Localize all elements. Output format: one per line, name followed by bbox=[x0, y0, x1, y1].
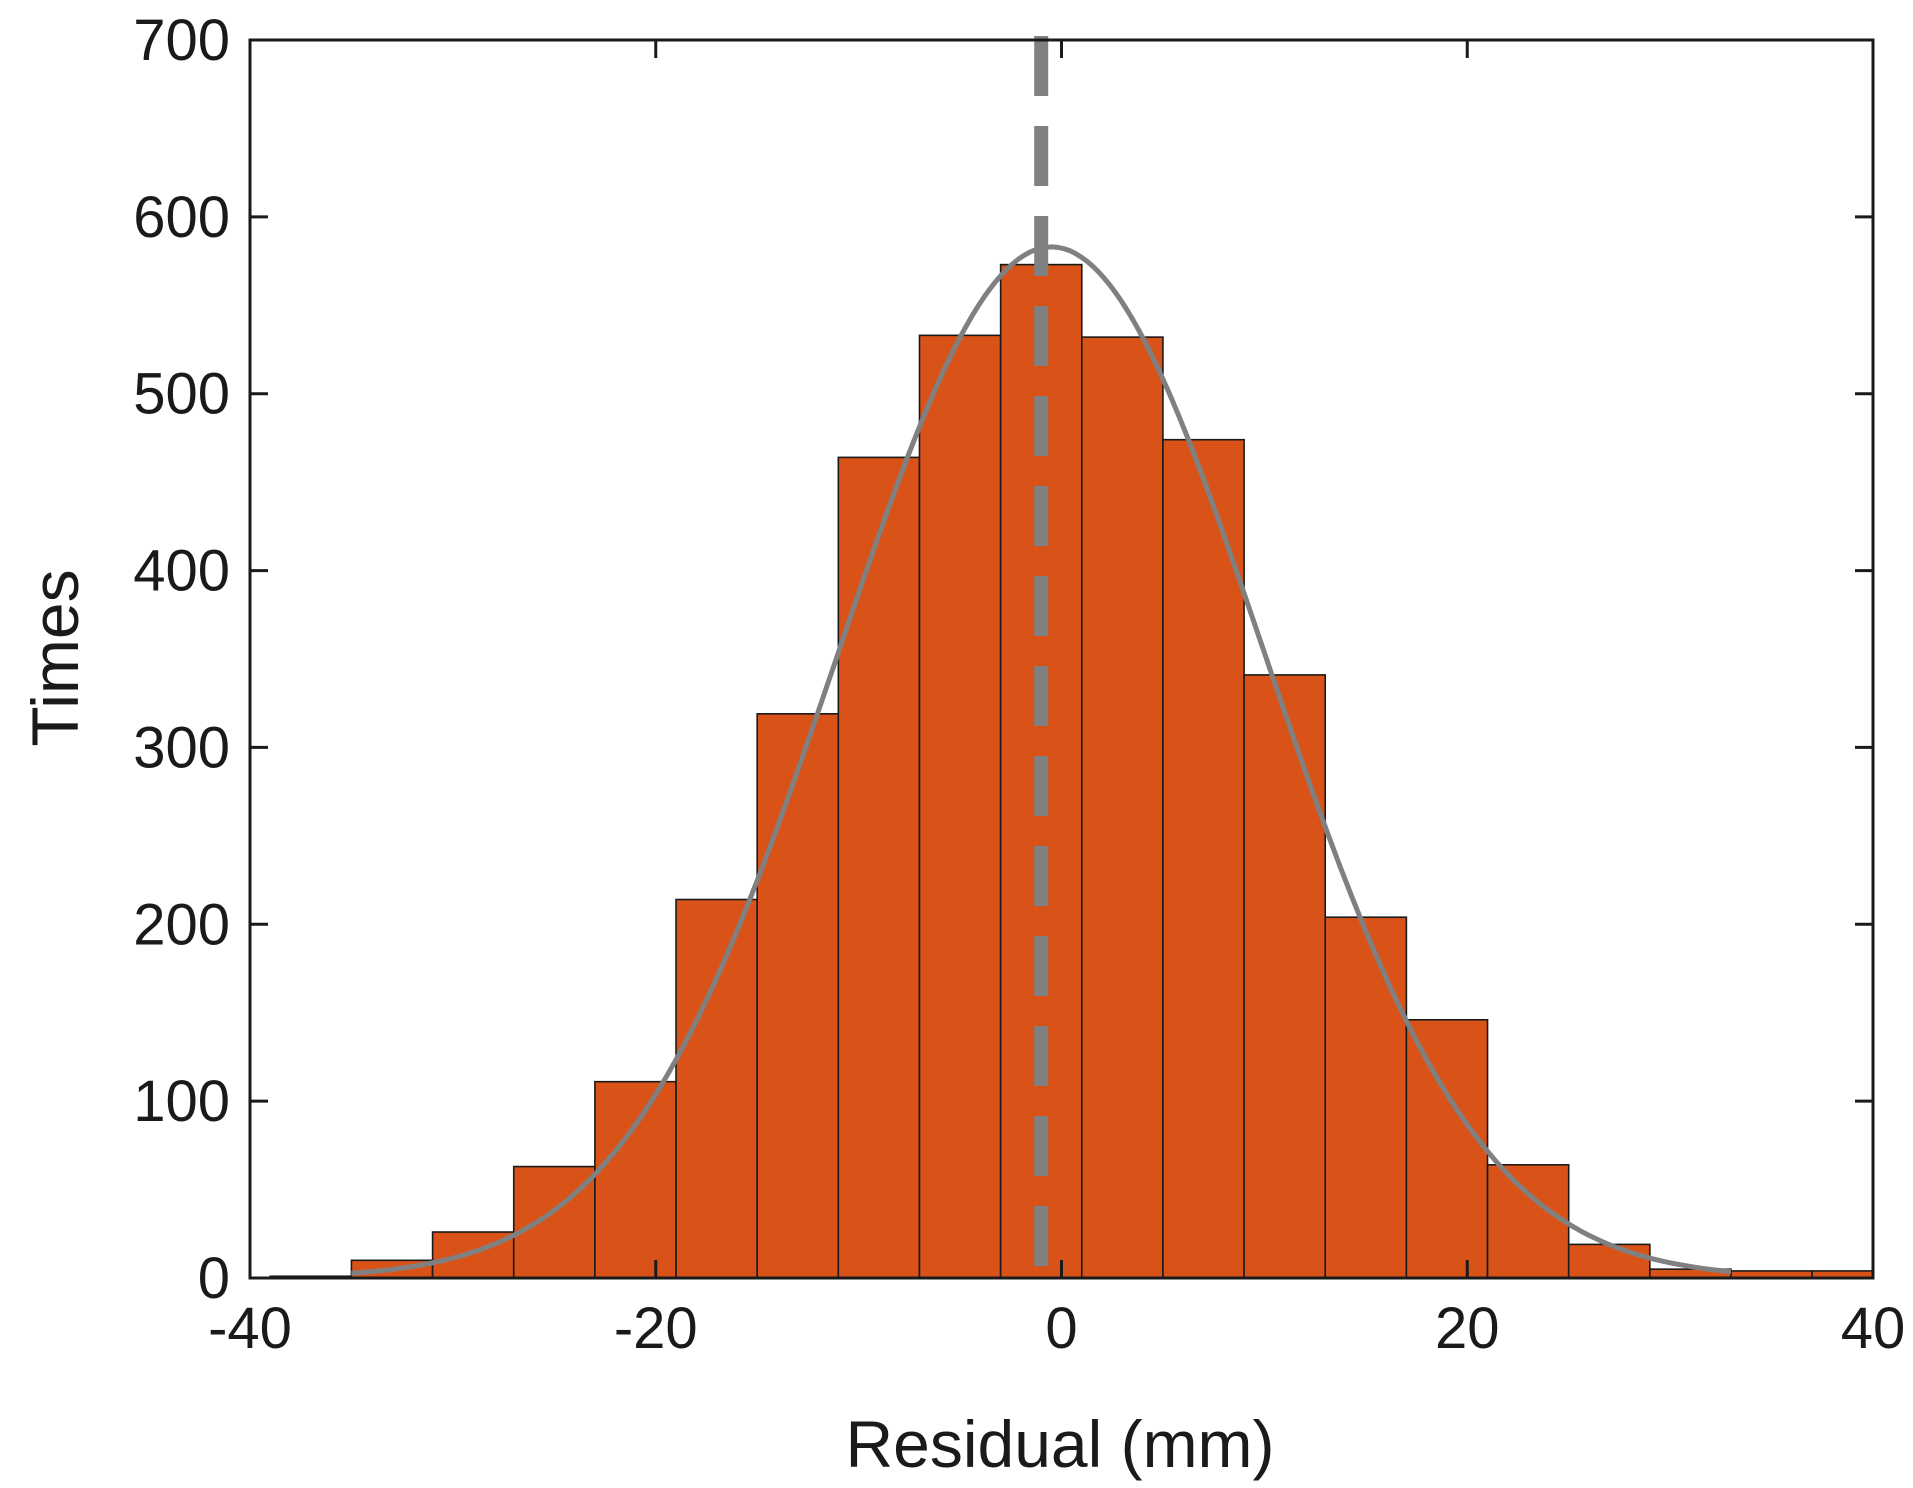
y-axis-label: Times bbox=[18, 569, 92, 746]
x-axis-ticks: -40 -20 0 20 40 bbox=[208, 40, 1905, 1361]
histogram-bar bbox=[1405, 1018, 1489, 1279]
histogram-bar bbox=[675, 898, 758, 1279]
y-axis-ticks: 0 100 200 300 400 500 600 700 bbox=[133, 8, 1873, 1311]
x-tick-label: -20 bbox=[614, 1296, 698, 1361]
x-tick-label: -40 bbox=[208, 1296, 292, 1361]
histogram-bar bbox=[837, 456, 921, 1279]
y-tick-label: 200 bbox=[133, 892, 230, 957]
x-tick-label: 0 bbox=[1045, 1296, 1077, 1361]
histogram-bar bbox=[1486, 1164, 1570, 1279]
histogram-bar bbox=[1567, 1243, 1651, 1279]
histogram-bar bbox=[1080, 336, 1164, 1279]
y-tick-label: 0 bbox=[198, 1246, 230, 1311]
x-tick-label: 20 bbox=[1435, 1296, 1500, 1361]
y-tick-label: 600 bbox=[133, 185, 230, 250]
y-tick-label: 400 bbox=[133, 539, 230, 604]
histogram-bar bbox=[1243, 674, 1327, 1279]
y-tick-label: 500 bbox=[133, 362, 230, 427]
x-axis-label: Residual (mm) bbox=[845, 1407, 1274, 1481]
histogram-bar bbox=[756, 713, 840, 1279]
y-tick-label: 300 bbox=[133, 715, 230, 780]
histogram-bars bbox=[269, 263, 1874, 1279]
y-tick-label: 700 bbox=[133, 8, 230, 73]
x-tick-label: 40 bbox=[1841, 1296, 1906, 1361]
y-tick-label: 100 bbox=[133, 1069, 230, 1134]
histogram-bar bbox=[918, 334, 1002, 1279]
histogram-bar bbox=[594, 1080, 677, 1279]
histogram-bar bbox=[1324, 916, 1408, 1279]
